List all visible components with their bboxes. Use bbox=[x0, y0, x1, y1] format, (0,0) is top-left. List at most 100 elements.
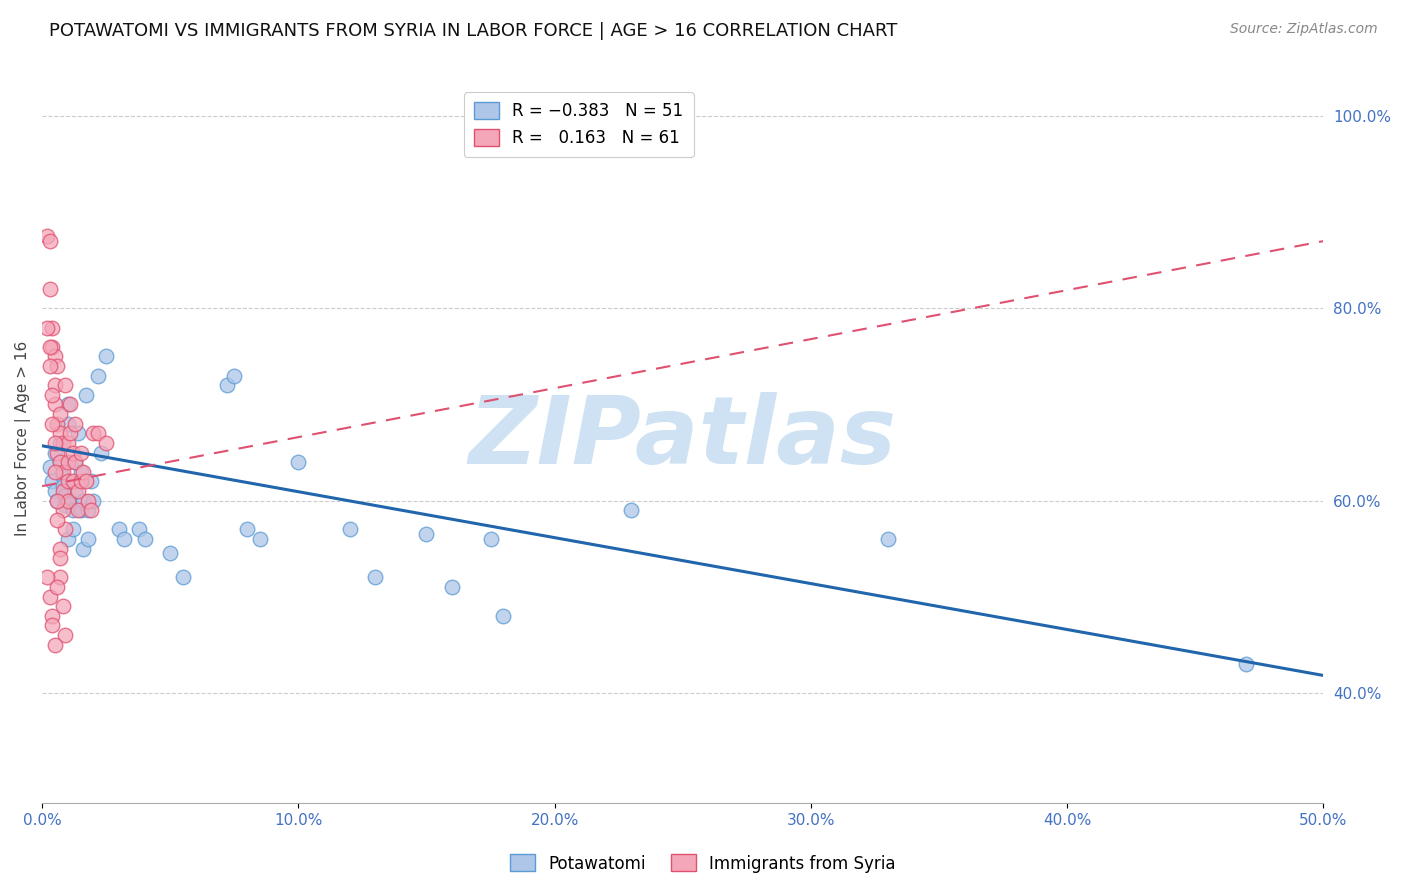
Point bbox=[41, 618, 63, 632]
Point bbox=[69, 445, 91, 459]
Point bbox=[44, 397, 66, 411]
Point bbox=[49, 570, 72, 584]
Point bbox=[62, 522, 84, 536]
Point bbox=[59, 397, 82, 411]
Point bbox=[44, 483, 66, 498]
Point bbox=[37, 229, 59, 244]
Point bbox=[53, 522, 76, 536]
Point bbox=[46, 359, 69, 373]
Point bbox=[56, 493, 79, 508]
Point bbox=[77, 493, 100, 508]
Point bbox=[53, 489, 76, 503]
Point bbox=[41, 608, 63, 623]
Point bbox=[72, 465, 94, 479]
Point bbox=[49, 551, 72, 566]
Point bbox=[96, 350, 118, 364]
Point bbox=[69, 475, 91, 489]
Point bbox=[41, 388, 63, 402]
Text: POTAWATOMI VS IMMIGRANTS FROM SYRIA IN LABOR FORCE | AGE > 16 CORRELATION CHART: POTAWATOMI VS IMMIGRANTS FROM SYRIA IN L… bbox=[49, 22, 897, 40]
Point bbox=[80, 503, 103, 517]
Point bbox=[339, 522, 361, 536]
Point bbox=[44, 350, 66, 364]
Point bbox=[876, 532, 898, 546]
Point bbox=[56, 397, 79, 411]
Point bbox=[56, 455, 79, 469]
Point bbox=[65, 455, 87, 469]
Point bbox=[56, 436, 79, 450]
Point bbox=[52, 469, 75, 483]
Text: Source: ZipAtlas.com: Source: ZipAtlas.com bbox=[1230, 22, 1378, 37]
Point bbox=[52, 503, 75, 517]
Point bbox=[87, 368, 110, 383]
Point bbox=[56, 475, 79, 489]
Point bbox=[46, 493, 69, 508]
Point bbox=[66, 483, 89, 498]
Point bbox=[69, 503, 91, 517]
Point bbox=[128, 522, 150, 536]
Point bbox=[41, 475, 63, 489]
Point bbox=[364, 570, 387, 584]
Point bbox=[56, 532, 79, 546]
Point bbox=[236, 522, 259, 536]
Point bbox=[38, 459, 60, 474]
Point bbox=[49, 455, 72, 469]
Point bbox=[492, 608, 515, 623]
Point bbox=[41, 340, 63, 354]
Point bbox=[108, 522, 131, 536]
Point bbox=[53, 378, 76, 392]
Point bbox=[44, 445, 66, 459]
Point bbox=[224, 368, 246, 383]
Point bbox=[46, 493, 69, 508]
Point bbox=[1234, 657, 1257, 671]
Point bbox=[75, 388, 97, 402]
Point bbox=[66, 426, 89, 441]
Point bbox=[87, 426, 110, 441]
Point bbox=[44, 465, 66, 479]
Point bbox=[77, 532, 100, 546]
Point bbox=[82, 426, 104, 441]
Point bbox=[37, 570, 59, 584]
Point bbox=[65, 483, 87, 498]
Point bbox=[62, 445, 84, 459]
Point bbox=[82, 493, 104, 508]
Point bbox=[56, 417, 79, 431]
Point bbox=[77, 503, 100, 517]
Point bbox=[49, 541, 72, 556]
Point bbox=[134, 532, 156, 546]
Point bbox=[59, 493, 82, 508]
Point bbox=[38, 282, 60, 296]
Point bbox=[62, 503, 84, 517]
Point bbox=[38, 234, 60, 248]
Point bbox=[52, 465, 75, 479]
Point bbox=[159, 546, 181, 560]
Point bbox=[38, 359, 60, 373]
Point bbox=[62, 475, 84, 489]
Point bbox=[75, 475, 97, 489]
Point bbox=[49, 426, 72, 441]
Point bbox=[52, 599, 75, 614]
Point bbox=[96, 436, 118, 450]
Point bbox=[49, 455, 72, 469]
Point bbox=[479, 532, 502, 546]
Point bbox=[53, 499, 76, 513]
Point bbox=[72, 493, 94, 508]
Point bbox=[72, 541, 94, 556]
Point bbox=[41, 320, 63, 334]
Point bbox=[52, 479, 75, 493]
Point bbox=[441, 580, 464, 594]
Point bbox=[69, 465, 91, 479]
Point bbox=[415, 527, 437, 541]
Legend: Potawatomi, Immigrants from Syria: Potawatomi, Immigrants from Syria bbox=[503, 847, 903, 880]
Point bbox=[38, 590, 60, 604]
Point bbox=[287, 455, 309, 469]
Point bbox=[38, 340, 60, 354]
Point bbox=[46, 580, 69, 594]
Legend: R = −0.383   N = 51, R =   0.163   N = 61: R = −0.383 N = 51, R = 0.163 N = 61 bbox=[464, 92, 693, 157]
Point bbox=[41, 417, 63, 431]
Point bbox=[37, 320, 59, 334]
Y-axis label: In Labor Force | Age > 16: In Labor Force | Age > 16 bbox=[15, 341, 31, 536]
Point bbox=[53, 628, 76, 642]
Point bbox=[52, 436, 75, 450]
Point bbox=[44, 436, 66, 450]
Point bbox=[44, 638, 66, 652]
